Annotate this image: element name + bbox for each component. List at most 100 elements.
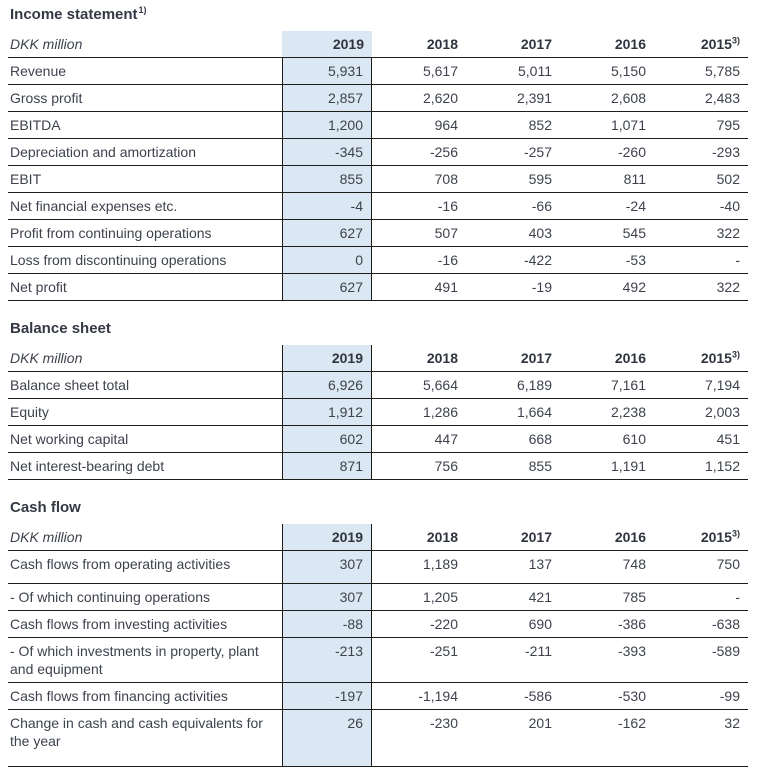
value-cell: 5,664 (422, 377, 458, 393)
year-label: 2015 (700, 529, 732, 545)
value-cell: 1,071 (610, 117, 646, 133)
value-cell: -162 (617, 715, 646, 731)
value-cell: 855 (528, 458, 552, 474)
year-label: 2016 (614, 350, 646, 366)
value-cell: -586 (523, 688, 552, 704)
row-label: Cash flows from financing activities (10, 688, 228, 704)
value-cell: 32 (724, 715, 740, 731)
year-label: 2019 (331, 350, 363, 366)
section-title-text: Cash flow (10, 499, 81, 516)
data-row: Gross profit 2,857 2,620 2,391 2,608 2,483 (8, 85, 748, 112)
row-label: Cash flows from operating activities (10, 556, 231, 572)
data-row: Balance sheet total 6,926 5,664 6,189 7,161 7… (8, 372, 748, 399)
value-cell: 5,617 (422, 63, 458, 79)
value-cell: 2,391 (516, 90, 552, 106)
value-cell: -393 (617, 643, 646, 659)
value-cell: -293 (711, 144, 740, 160)
year-label: 2017 (520, 350, 552, 366)
value-cell: 403 (528, 225, 552, 241)
row-label: - Of which investments in property, plan… (10, 643, 259, 677)
value-cell: 421 (528, 589, 552, 605)
value-cell: -589 (711, 643, 740, 659)
year-column-header: 2019 (282, 31, 372, 57)
value-cell: 964 (434, 117, 458, 133)
footnote-ref: 3) (731, 349, 740, 360)
row-label: Gross profit (10, 90, 83, 106)
value-cell: 795 (716, 117, 740, 133)
footnote-ref: 3) (731, 35, 740, 46)
value-cell: -4 (282, 193, 372, 219)
value-cell: 6,926 (282, 372, 372, 398)
value-cell: -256 (429, 144, 458, 160)
row-label: Equity (10, 404, 49, 420)
year-label: 2017 (520, 529, 552, 545)
value-cell: -53 (625, 252, 646, 268)
section-cash-flow: Cash flow DKK million 2019 2018 2017 2016 2015… (8, 498, 748, 767)
value-cell: 137 (528, 556, 552, 572)
year-column-header: 2018 (372, 524, 466, 550)
value-cell: 1,152 (704, 458, 740, 474)
value-cell: 201 (528, 715, 552, 731)
value-cell: 5,011 (518, 63, 552, 79)
data-row: Net profit 627 491 -19 492 322 (8, 274, 748, 301)
value-cell: 2,003 (704, 404, 740, 420)
value-cell: 871 (282, 453, 372, 479)
row-label: - Of which continuing operations (10, 589, 210, 605)
value-cell: 627 (282, 274, 372, 300)
value-cell: 2,483 (704, 90, 740, 106)
data-row: Depreciation and amortization -345 -256 -25… (8, 139, 748, 166)
year-label: 2019 (331, 529, 363, 545)
table-header-row: DKK million 2019 2018 2017 2016 20153) (8, 345, 748, 372)
year-label: 2018 (426, 36, 458, 52)
footnote-ref: 1) (138, 5, 147, 15)
value-cell: 708 (434, 171, 458, 187)
value-cell: -24 (625, 198, 646, 214)
value-cell: 2,238 (610, 404, 646, 420)
row-label: Revenue (10, 63, 67, 79)
value-cell: -257 (523, 144, 552, 160)
row-label: Net profit (10, 279, 67, 295)
year-column-header: 2017 (466, 524, 560, 550)
footnote-ref: 3) (731, 528, 740, 539)
value-cell: -251 (429, 643, 458, 659)
year-column-header: 20153) (654, 524, 748, 550)
sections-container: Income statement1) DKK million 2019 2018 201… (8, 5, 748, 767)
year-label: 2015 (700, 350, 732, 366)
value-cell: 756 (434, 458, 458, 474)
value-cell: 7,161 (610, 377, 646, 393)
year-label: 2019 (332, 36, 364, 52)
section-balance-sheet: Balance sheet DKK million 2019 2018 2017 2016… (8, 319, 748, 480)
value-cell: -19 (531, 279, 552, 295)
year-label: 2018 (426, 529, 458, 545)
year-column-header: 2018 (372, 31, 466, 57)
value-cell: 545 (622, 225, 646, 241)
year-label: 2015 (700, 36, 732, 52)
value-cell: 595 (528, 171, 552, 187)
value-cell: -16 (437, 198, 458, 214)
year-column-header: 2016 (560, 345, 654, 371)
year-column-header: 2016 (560, 524, 654, 550)
table-body: Cash flows from operating activities 307 1… (8, 551, 748, 767)
row-label: Balance sheet total (10, 377, 130, 393)
value-cell: -16 (437, 252, 458, 268)
year-column-header: 2016 (560, 31, 654, 57)
value-cell: -197 (282, 683, 372, 709)
year-column-header: 2017 (466, 31, 560, 57)
value-cell: 690 (528, 616, 552, 632)
table-body: Revenue 5,931 5,617 5,011 5,150 5,785 Gross pr… (8, 58, 748, 301)
value-cell: 748 (622, 556, 646, 572)
section-title-text: Balance sheet (10, 320, 111, 337)
table-header-row: DKK million 2019 2018 2017 2016 20153) (8, 31, 748, 58)
value-cell: 1,912 (282, 399, 372, 425)
value-cell: 668 (528, 431, 552, 447)
year-column-header: 20153) (654, 31, 748, 57)
value-cell: 2,620 (422, 90, 458, 106)
value-cell: 0 (282, 247, 372, 273)
value-cell: 750 (716, 556, 740, 572)
year-label: 2017 (520, 36, 552, 52)
data-row: EBIT 855 708 595 811 502 (8, 166, 748, 193)
value-cell: 785 (622, 589, 646, 605)
value-cell: 1,205 (422, 589, 458, 605)
value-cell: -88 (282, 611, 372, 637)
